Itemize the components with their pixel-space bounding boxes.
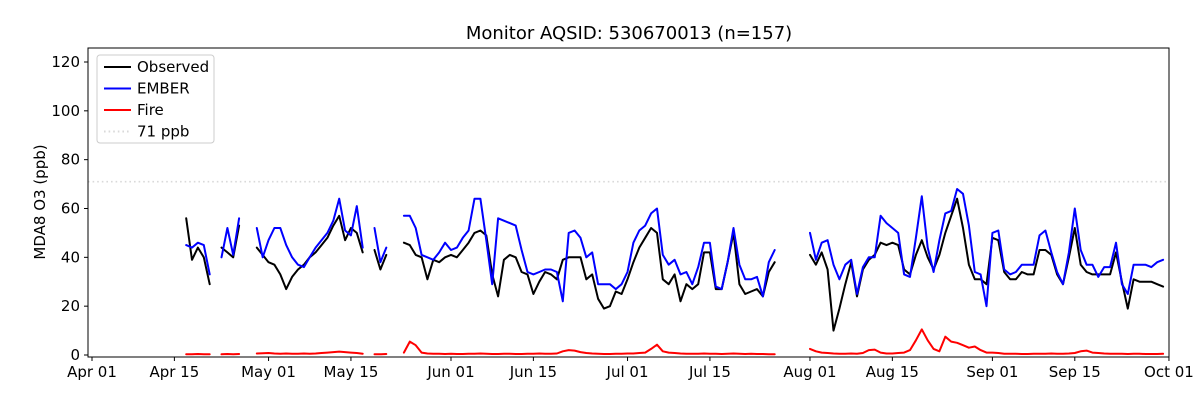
x-tick-label: May 15 [324, 363, 379, 381]
x-tick-label: Jun 15 [509, 363, 557, 381]
y-tick-label: 60 [61, 199, 80, 217]
x-tick-label: Apr 15 [149, 363, 199, 381]
x-tick-label: Sep 01 [966, 363, 1018, 381]
x-tick-label: Jul 15 [688, 363, 731, 381]
x-tick-label: Oct 01 [1144, 363, 1194, 381]
legend-label-ember: EMBER [137, 80, 190, 98]
x-tick-label: Apr 01 [67, 363, 117, 381]
y-tick-label: 40 [61, 248, 80, 266]
y-tick-label: 120 [51, 53, 80, 71]
axes-border [87, 47, 1170, 358]
chart-title: Monitor AQSID: 530670013 (n=157) [466, 23, 792, 44]
series-observed-line [185, 197, 1165, 332]
legend-label-fire: Fire [137, 101, 164, 119]
x-tick-label: Aug 01 [783, 363, 836, 381]
y-tick-label: 0 [70, 346, 80, 364]
y-tick-label: 80 [61, 151, 80, 169]
y-tick-label: 100 [51, 102, 80, 120]
series-ember-line [185, 188, 1165, 308]
x-tick-label: Sep 15 [1049, 363, 1101, 381]
x-tick-label: May 01 [241, 363, 296, 381]
x-tick-label: Aug 15 [866, 363, 919, 381]
x-tick-label: Jun 01 [426, 363, 474, 381]
y-tick-label: 20 [61, 297, 80, 315]
y-axis-label: MDA8 O3 (ppb) [31, 144, 49, 259]
legend-box [96, 54, 215, 144]
legend-label-71-ppb: 71 ppb [137, 123, 189, 141]
series-fire-line [185, 328, 1165, 356]
x-tick-label: Jul 01 [606, 363, 649, 381]
plot-area: 0 20 40 60 80 100 120 Apr 01 Apr 15 May 01 May 15 J… [51, 47, 1194, 381]
legend-label-observed: Observed [137, 58, 209, 76]
